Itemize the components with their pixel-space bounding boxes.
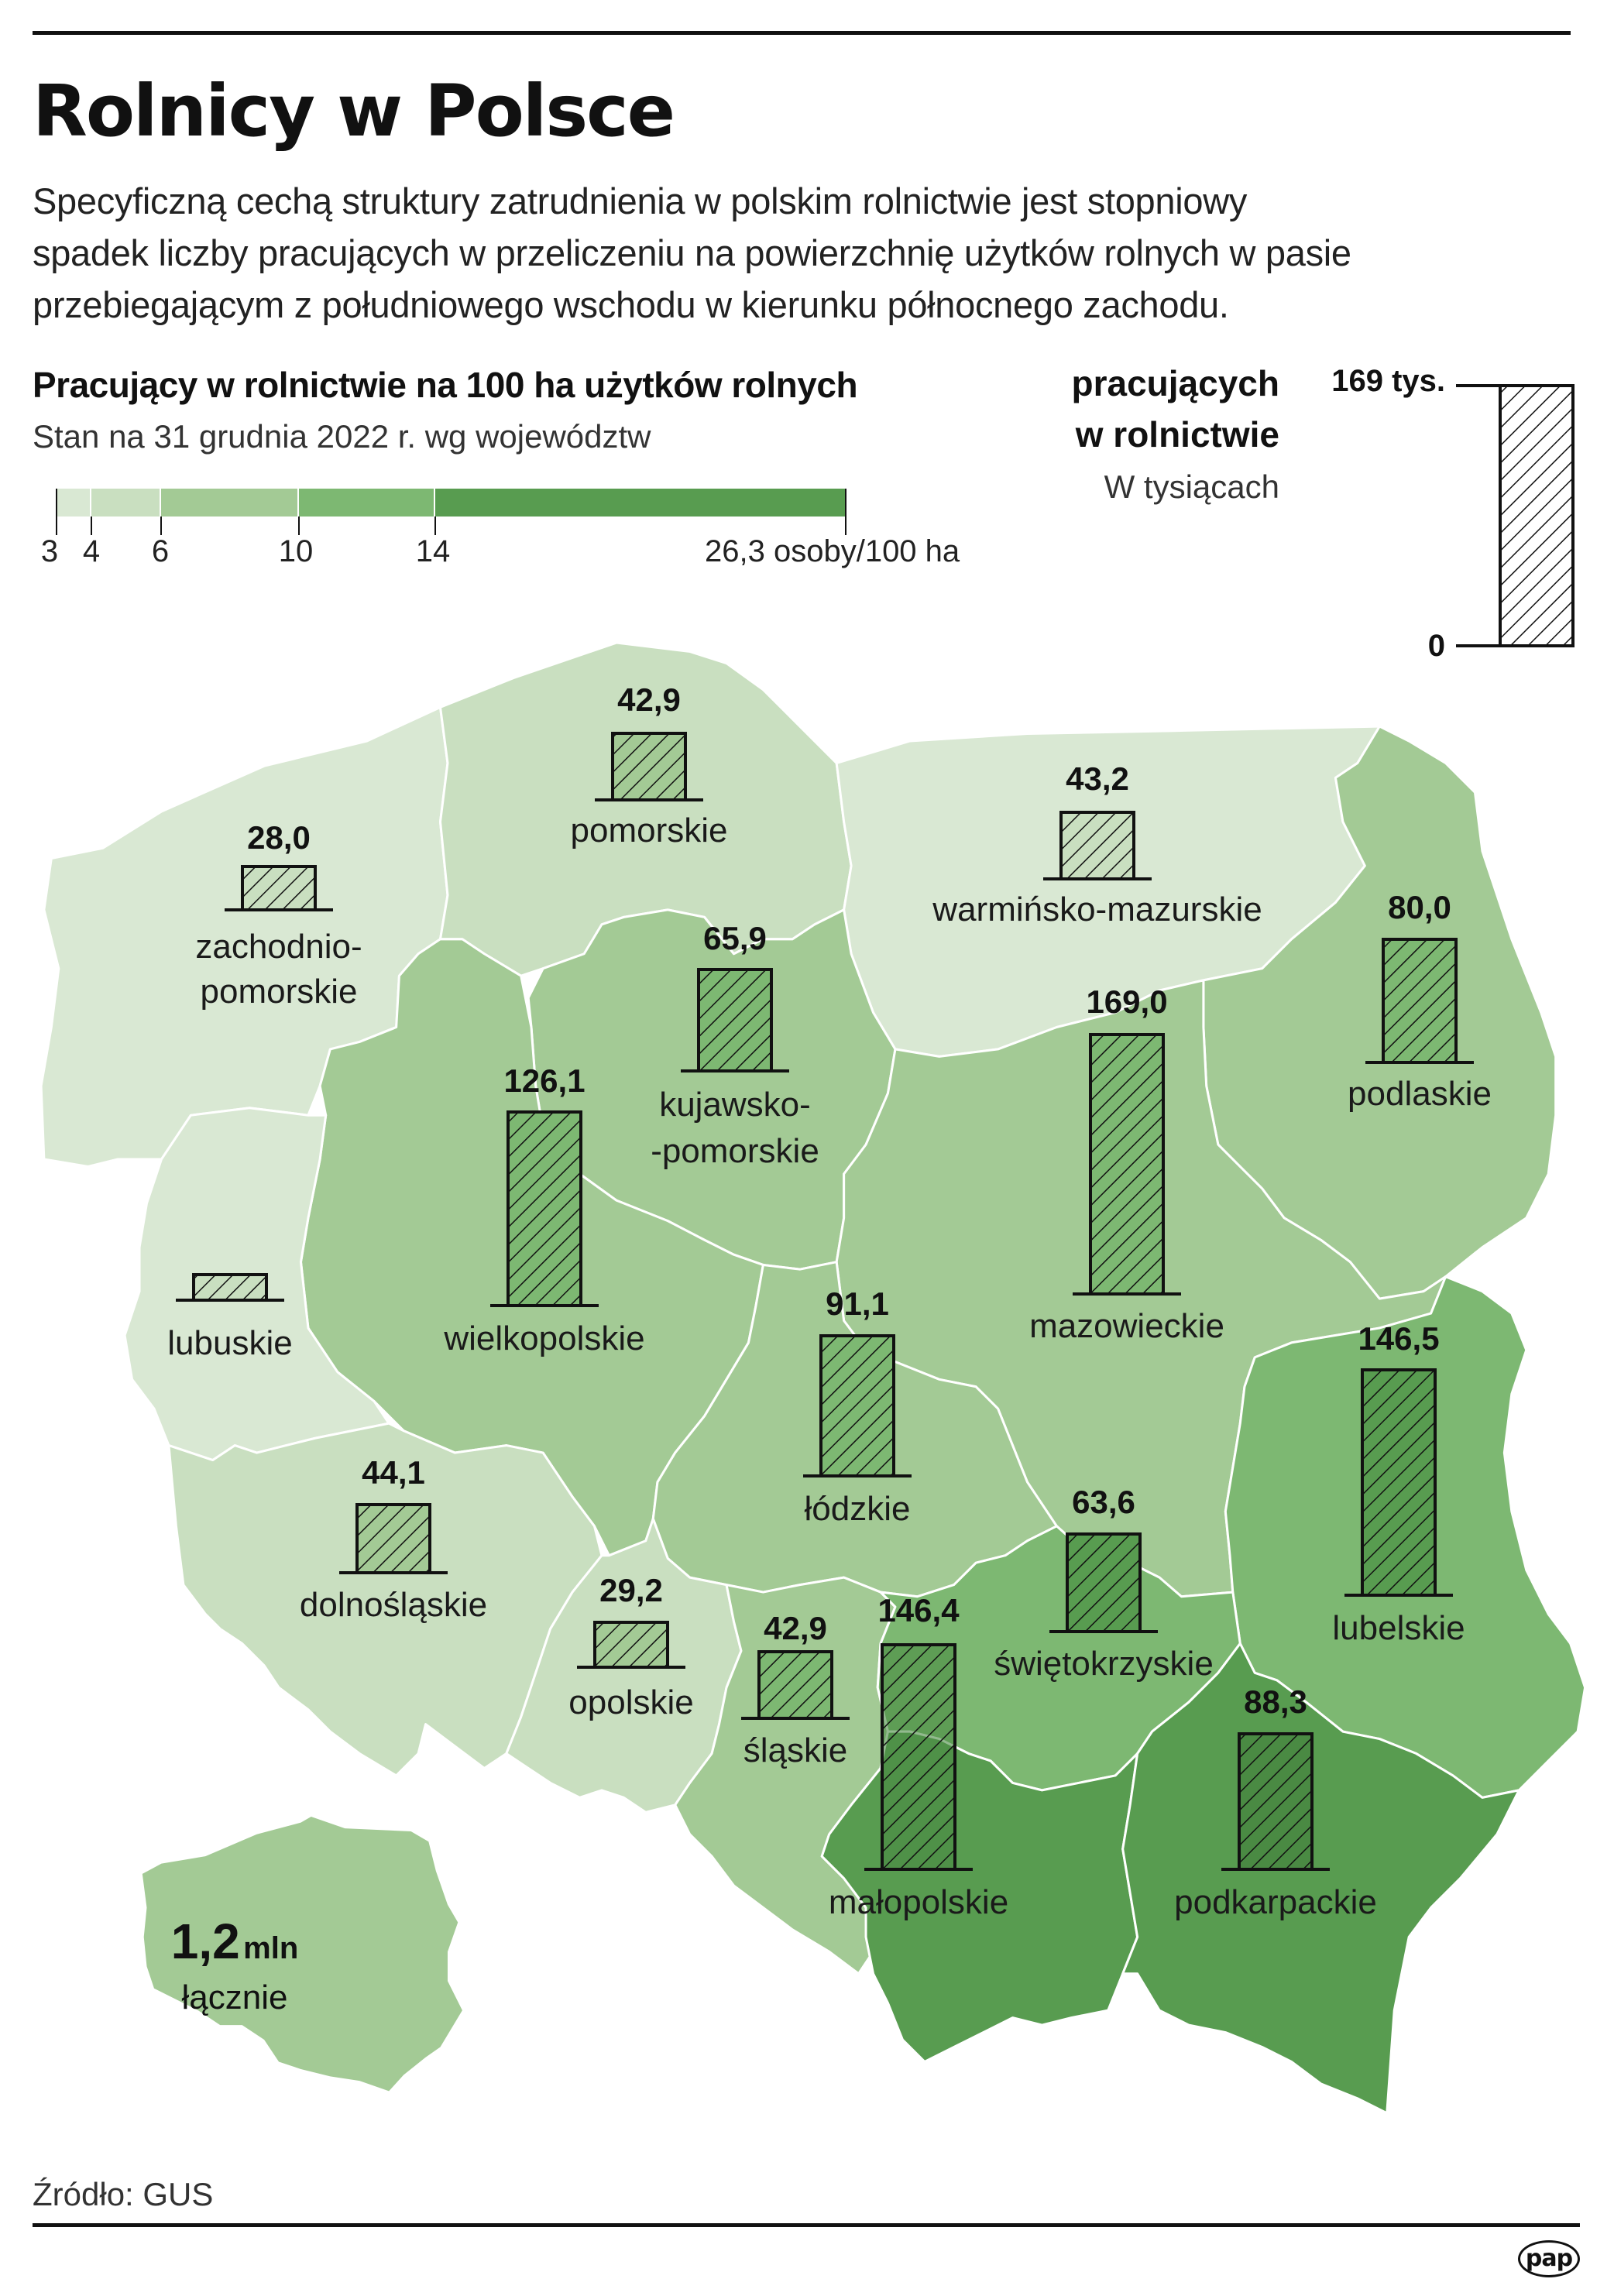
value-warminsko-mazurskie: 43,2 [1066,760,1129,797]
bottom-rule [33,2223,1580,2227]
name-kujawsko-pomorskie-1: kujawsko- [659,1086,811,1124]
inset-total-unit: mln [243,1931,299,1965]
bar-lubelskie [1344,1368,1453,1597]
bar-legend-title-2: w rolnictwie [1075,414,1279,455]
name-malopolskie: małopolskie [828,1883,1009,1921]
tick-mark [298,517,300,535]
inset-total-value: 1,2 mln [171,1913,299,1970]
name-opolskie: opolskie [568,1683,694,1721]
name-swietokrzyskie: świętokrzyskie [994,1645,1214,1683]
bar-slaskie [741,1650,850,1720]
name-dolnoslaskie: dolnośląskie [299,1586,488,1624]
name-wielkopolskie: wielkopolskie [444,1320,645,1357]
bar-zachodniopomorskie [225,865,333,911]
region-podkarpackie [1121,1642,1520,2115]
color-scale-bin-6-10 [161,489,297,517]
value-wielkopolskie: 126,1 [503,1062,586,1099]
page-title: Rolnicy w Polsce [33,70,675,153]
lead-line-1: Specyficzną cechą struktury zatrudnienia… [33,180,1248,221]
bars [176,732,1474,1871]
value-slaskie: 42,9 [764,1610,827,1646]
name-podkarpackie: podkarpackie [1174,1883,1377,1921]
inset-poland-map [142,1817,462,2092]
tick-label: 26,3 osoby/100 ha [705,534,960,568]
source-note: Źródło: GUS [33,2176,214,2212]
name-warminsko-mazurskie: warmińsko-mazurskie [932,891,1262,928]
value-swietokrzyskie: 63,6 [1072,1484,1135,1520]
bar-malopolskie [864,1643,973,1871]
bar-kujawsko-pomorskie [681,968,789,1072]
value-kujawsko-pomorskie: 65,9 [703,920,767,956]
name-mazowieckie: mazowieckie [1029,1307,1224,1345]
tick-mark [845,489,846,535]
legend-title: Pracujący w rolnictwie na 100 ha użytków… [33,365,858,405]
name-pomorskie: pomorskie [570,812,728,849]
tick-mark [434,517,436,535]
tick-mark [91,517,92,535]
value-lubelskie: 146,5 [1358,1320,1440,1357]
bar-wielkopolskie [490,1110,599,1307]
value-mazowieckie: 169,0 [1086,983,1168,1020]
bar-podkarpackie [1221,1732,1330,1871]
value-opolskie: 29,2 [599,1572,663,1608]
name-zachodniopomorskie-1: zachodnio- [195,928,362,966]
bar-lubuskie [176,1273,284,1302]
pap-logo: pap [1518,2240,1580,2277]
name-podlaskie: podlaskie [1348,1075,1492,1113]
color-scale-bin-4-6 [91,489,160,517]
lead-line-3: przebiegającym z południowego wschodu w … [33,284,1229,325]
value-lodzkie: 91,1 [826,1285,889,1322]
value-malopolskie: 146,4 [877,1592,960,1628]
pap-logo-text: pap [1525,2245,1573,2272]
name-lubuskie: lubuskie [167,1324,293,1362]
bar-lodzkie [803,1334,912,1477]
bar-opolskie [577,1621,685,1669]
lead-line-2: spadek liczby pracujących w przeliczeniu… [33,232,1351,273]
bar-legend-unit: W tysiącach [1104,468,1279,505]
bar-legend-bar [1456,384,1575,647]
tick-label: 10 [278,534,314,568]
value-podkarpackie: 88,3 [1244,1683,1307,1720]
value-zachodniopomorskie: 28,0 [247,819,311,856]
bar-legend-title-1: pracujących [1071,363,1279,403]
inset-total-label: łącznie [181,1979,288,2016]
tick-label: 6 [151,534,170,568]
name-slaskie: śląskie [743,1731,848,1769]
tick-mark [160,517,162,535]
tick-mark [56,489,57,535]
bar-swietokrzyskie [1049,1532,1158,1633]
top-rule [33,31,1571,35]
name-lubelskie: lubelskie [1332,1609,1465,1647]
bar-dolnoslaskie [339,1503,448,1574]
value-dolnoslaskie: 44,1 [362,1454,425,1491]
bar-podlaskie [1365,938,1474,1064]
tick-label: 4 [82,534,101,568]
name-kujawsko-pomorskie-2: -pomorskie [651,1132,819,1170]
bar-warminsko-mazurskie [1043,811,1152,880]
value-podlaskie: 80,0 [1388,889,1451,925]
name-lodzkie: łódzkie [804,1490,911,1528]
tick-label: 14 [415,534,451,568]
bar-legend-min: 0 [1427,629,1445,663]
value-pomorskie: 42,9 [617,681,681,718]
bar-mazowieckie [1073,1033,1181,1296]
color-scale-bin-3-4 [56,489,90,517]
color-scale-bin-10-14 [299,489,434,517]
color-scale-bin-14-26 [435,489,846,517]
bar-pomorskie [595,732,703,801]
bar-legend-max: 169 tys. [1331,364,1445,398]
tick-label: 3 [40,534,59,568]
name-zachodniopomorskie-2: pomorskie [200,973,358,1011]
legend-subtitle: Stan na 31 grudnia 2022 r. wg województw [33,418,651,455]
inset-total-number: 1,2 [170,1913,240,1969]
